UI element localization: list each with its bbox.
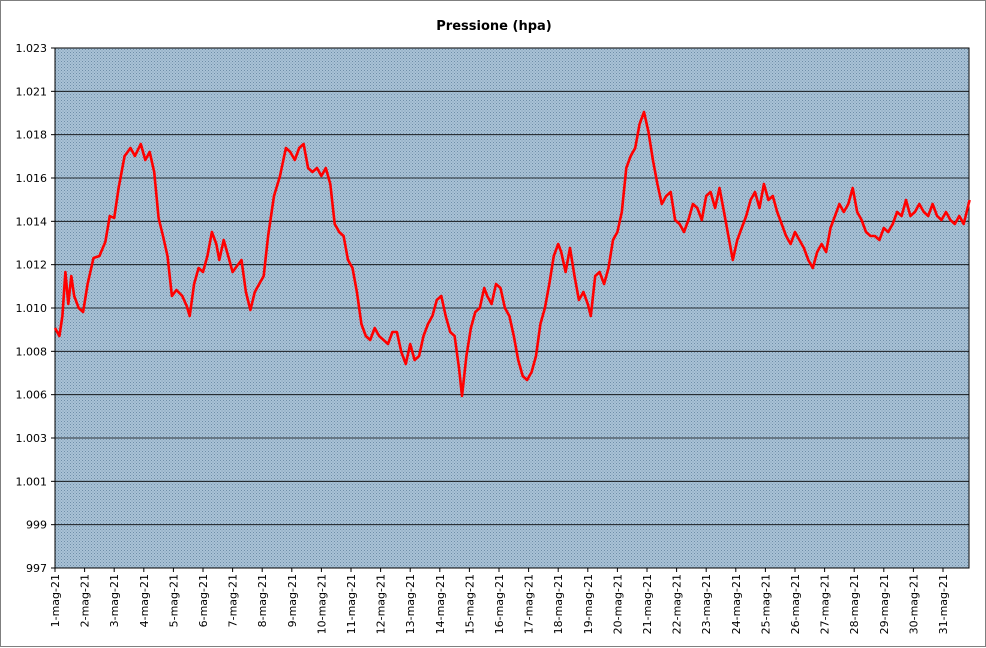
pressure-series-line: [53, 110, 971, 398]
x-tick-label: 10-mag-21: [315, 574, 328, 634]
x-tick-label: 7-mag-21: [227, 574, 240, 627]
x-tick-label: 30-mag-21: [907, 574, 920, 634]
y-tick-label: 1.001: [16, 475, 48, 488]
y-tick-label: 999: [26, 519, 47, 532]
x-tick-label: 25-mag-21: [759, 574, 772, 634]
x-tick-label: 24-mag-21: [730, 574, 743, 634]
x-tick-label: 14-mag-21: [434, 574, 447, 634]
x-tick-label: 22-mag-21: [671, 574, 684, 634]
y-tick-label: 997: [26, 562, 47, 575]
y-tick-label: 1.018: [16, 129, 48, 142]
x-tick-label: 15-mag-21: [463, 574, 476, 634]
x-tick-label: 17-mag-21: [523, 574, 536, 634]
x-tick-label: 23-mag-21: [700, 574, 713, 634]
x-tick-label: 18-mag-21: [552, 574, 565, 634]
x-tick-label: 4-mag-21: [138, 574, 151, 627]
x-tick-label: 8-mag-21: [256, 574, 269, 627]
x-tick-label: 19-mag-21: [582, 574, 595, 634]
x-tick-label: 1-mag-21: [49, 574, 62, 627]
y-tick-label: 1.010: [16, 302, 48, 315]
x-tick-label: 20-mag-21: [611, 574, 624, 634]
x-tick-label: 2-mag-21: [79, 574, 92, 627]
x-tick-label: 3-mag-21: [108, 574, 121, 627]
x-axis-ticks: 1-mag-21 2-mag-21 3-mag-21 4-mag-21 5-mag-21…: [49, 568, 950, 634]
x-tick-label: 21-mag-21: [641, 574, 654, 634]
x-tick-label: 6-mag-21: [197, 574, 210, 627]
y-tick-label: 1.008: [16, 345, 48, 358]
x-tick-label: 26-mag-21: [789, 574, 802, 634]
y-tick-label: 1.021: [16, 85, 48, 98]
x-tick-label: 11-mag-21: [345, 574, 358, 634]
y-tick-label: 1.003: [16, 432, 48, 445]
x-tick-label: 28-mag-21: [848, 574, 861, 634]
y-tick-label: 1.016: [16, 172, 48, 185]
x-tick-label: 29-mag-21: [878, 574, 891, 634]
x-tick-label: 5-mag-21: [167, 574, 180, 627]
chart-title: Pressione (hpa): [436, 19, 551, 34]
y-tick-label: 1.006: [16, 389, 48, 402]
x-tick-label: 13-mag-21: [404, 574, 417, 634]
y-tick-label: 1.014: [16, 215, 48, 228]
y-tick-label: 1.012: [16, 259, 48, 272]
x-tick-label: 27-mag-21: [819, 574, 832, 634]
y-tick-label: 1.023: [16, 42, 48, 55]
x-tick-label: 9-mag-21: [286, 574, 299, 627]
y-axis-ticks: 997 999 1.001 1.003 1.006 1.008 1.010 1.012 1.01…: [16, 42, 55, 575]
gridlines: [55, 90, 969, 526]
series-group: [53, 110, 971, 398]
x-tick-label: 31-mag-21: [937, 574, 950, 634]
x-tick-label: 12-mag-21: [375, 574, 388, 634]
x-tick-label: 16-mag-21: [493, 574, 506, 634]
